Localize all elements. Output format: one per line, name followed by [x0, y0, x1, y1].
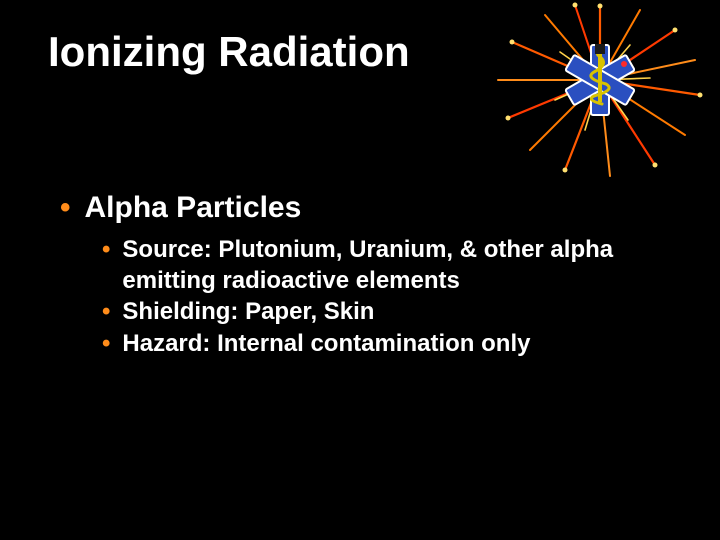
main-bullet-text: Alpha Particles [85, 191, 302, 225]
sub-bullet: • Shielding: Paper, Skin [102, 297, 680, 328]
sub-bullet-text: Hazard: Internal contamination only [122, 329, 530, 360]
sub-bullet: • Source: Plutonium, Uranium, & other al… [102, 235, 680, 296]
main-bullet: • Alpha Particles [60, 191, 680, 225]
slide: Ionizing Radiation • Alpha Particles • S… [0, 0, 720, 540]
sub-bullet-text: Source: Plutonium, Uranium, & other alph… [122, 235, 662, 296]
fireworks-graphic [490, 0, 710, 180]
slide-content: • Alpha Particles • Source: Plutonium, U… [60, 191, 680, 360]
sub-bullet-text: Shielding: Paper, Skin [122, 297, 374, 328]
bullet-dot: • [60, 191, 71, 225]
bullet-dot: • [102, 235, 110, 266]
bullet-dot: • [102, 329, 110, 360]
sub-bullet-list: • Source: Plutonium, Uranium, & other al… [102, 235, 680, 360]
sub-bullet: • Hazard: Internal contamination only [102, 329, 680, 360]
bullet-dot: • [102, 297, 110, 328]
